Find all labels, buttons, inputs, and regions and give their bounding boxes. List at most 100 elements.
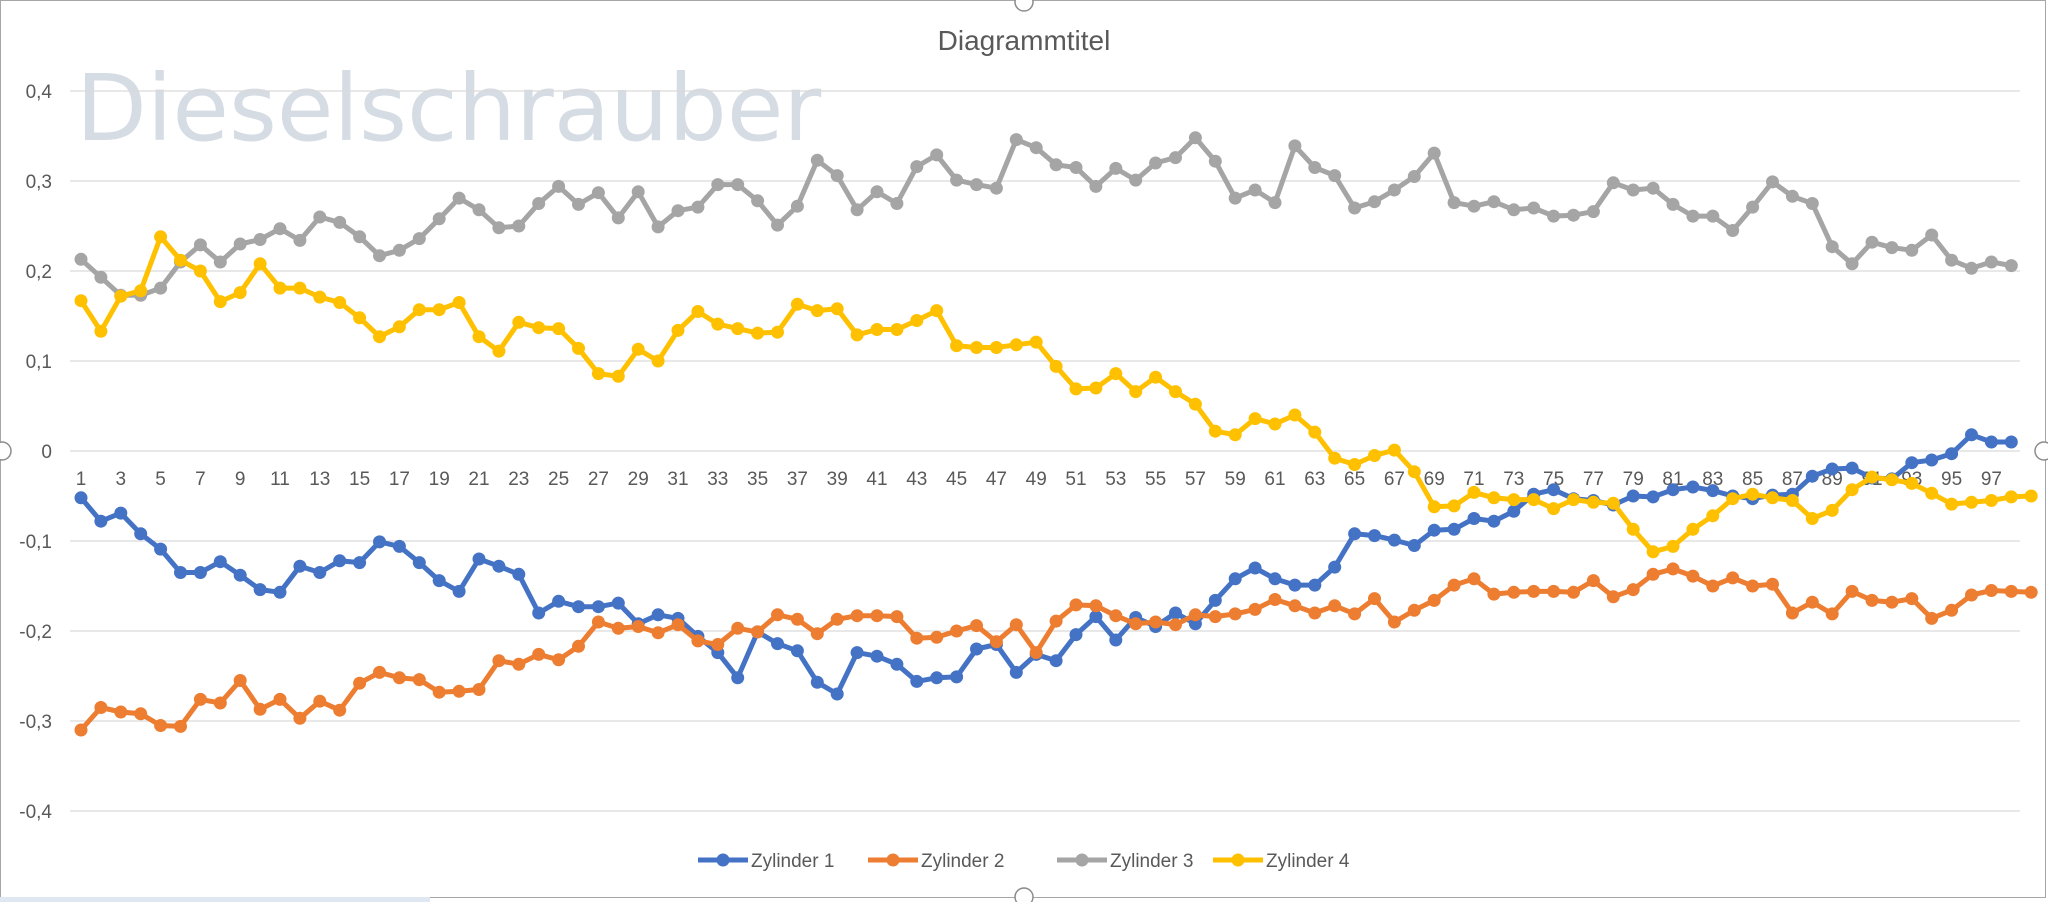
- data-point[interactable]: [114, 289, 128, 303]
- data-point[interactable]: [193, 238, 207, 252]
- data-point[interactable]: [631, 342, 645, 356]
- data-point[interactable]: [1328, 451, 1342, 465]
- data-point[interactable]: [1109, 609, 1123, 623]
- data-point[interactable]: [771, 608, 784, 622]
- data-point[interactable]: [412, 232, 426, 246]
- data-point[interactable]: [611, 621, 625, 635]
- data-point[interactable]: [870, 185, 884, 199]
- data-point[interactable]: [472, 330, 486, 344]
- data-point[interactable]: [492, 559, 506, 573]
- data-point[interactable]: [373, 535, 386, 549]
- data-point[interactable]: [1328, 169, 1342, 183]
- data-point[interactable]: [1586, 495, 1600, 509]
- data-point[interactable]: [591, 600, 605, 614]
- data-point[interactable]: [2004, 435, 2018, 449]
- data-point[interactable]: [1606, 176, 1620, 190]
- data-point[interactable]: [293, 711, 307, 725]
- data-point[interactable]: [771, 637, 784, 651]
- data-point[interactable]: [1447, 196, 1461, 210]
- data-point[interactable]: [1945, 253, 1959, 267]
- data-point[interactable]: [950, 339, 964, 353]
- data-point[interactable]: [2004, 584, 2018, 598]
- data-point[interactable]: [552, 322, 566, 336]
- data-point[interactable]: [1447, 522, 1461, 536]
- data-point[interactable]: [1726, 492, 1740, 506]
- data-point[interactable]: [1387, 615, 1401, 629]
- data-point[interactable]: [74, 294, 88, 308]
- legend-item[interactable]: Zylinder 2: [868, 851, 1004, 872]
- data-point[interactable]: [970, 642, 983, 656]
- data-point[interactable]: [850, 203, 864, 217]
- data-point[interactable]: [353, 311, 367, 325]
- data-point[interactable]: [1029, 646, 1043, 660]
- data-point[interactable]: [1049, 158, 1063, 172]
- data-point[interactable]: [691, 634, 705, 648]
- data-point[interactable]: [154, 230, 168, 244]
- data-point[interactable]: [1567, 585, 1580, 599]
- data-point[interactable]: [1009, 133, 1023, 147]
- data-point[interactable]: [492, 221, 506, 235]
- data-point[interactable]: [1905, 243, 1919, 257]
- data-point[interactable]: [1487, 587, 1501, 601]
- data-point[interactable]: [1507, 504, 1521, 518]
- data-point[interactable]: [1507, 585, 1521, 599]
- data-point[interactable]: [1905, 476, 1919, 490]
- data-point[interactable]: [631, 620, 645, 633]
- data-point[interactable]: [1746, 487, 1760, 501]
- data-point[interactable]: [74, 491, 88, 505]
- data-point[interactable]: [1009, 665, 1023, 679]
- data-point[interactable]: [1547, 483, 1561, 497]
- data-point[interactable]: [1029, 335, 1043, 349]
- data-point[interactable]: [94, 701, 108, 714]
- data-point[interactable]: [611, 596, 625, 610]
- data-point[interactable]: [591, 186, 605, 200]
- data-point[interactable]: [1825, 607, 1839, 621]
- data-point[interactable]: [94, 270, 108, 284]
- data-point[interactable]: [1905, 456, 1919, 470]
- data-point[interactable]: [1666, 197, 1680, 211]
- data-point[interactable]: [532, 321, 546, 335]
- data-point[interactable]: [1467, 485, 1481, 499]
- data-point[interactable]: [392, 671, 406, 685]
- data-point[interactable]: [1507, 203, 1521, 217]
- data-point[interactable]: [472, 683, 486, 696]
- data-point[interactable]: [1169, 618, 1182, 632]
- legend[interactable]: Zylinder 1 Zylinder 2 Zylinder 3 Zylinder 4: [698, 851, 1350, 872]
- data-point[interactable]: [651, 220, 665, 234]
- data-point[interactable]: [2024, 585, 2038, 599]
- data-point[interactable]: [1984, 435, 1998, 449]
- data-point[interactable]: [810, 627, 824, 641]
- data-point[interactable]: [512, 657, 526, 671]
- data-point[interactable]: [1805, 469, 1819, 483]
- data-point[interactable]: [1984, 255, 1998, 269]
- data-point[interactable]: [1228, 607, 1242, 621]
- resize-handle[interactable]: [1014, 887, 1034, 902]
- data-point[interactable]: [273, 222, 287, 236]
- data-point[interactable]: [1965, 588, 1978, 602]
- data-point[interactable]: [910, 674, 924, 688]
- data-point[interactable]: [1387, 533, 1401, 547]
- data-point[interactable]: [1626, 489, 1640, 503]
- data-point[interactable]: [1527, 493, 1541, 507]
- data-point[interactable]: [432, 685, 446, 699]
- data-point[interactable]: [213, 555, 227, 569]
- data-point[interactable]: [1029, 141, 1043, 155]
- data-point[interactable]: [1268, 196, 1282, 210]
- data-point[interactable]: [1945, 603, 1959, 617]
- data-point[interactable]: [910, 314, 924, 327]
- data-point[interactable]: [1706, 579, 1720, 593]
- data-point[interactable]: [910, 160, 924, 174]
- data-point[interactable]: [532, 606, 546, 620]
- data-point[interactable]: [691, 200, 705, 214]
- data-point[interactable]: [193, 264, 207, 278]
- data-point[interactable]: [333, 215, 347, 229]
- data-point[interactable]: [1885, 473, 1899, 487]
- data-point[interactable]: [532, 647, 546, 661]
- data-point[interactable]: [1646, 490, 1660, 504]
- data-point[interactable]: [771, 325, 784, 339]
- data-point[interactable]: [1965, 495, 1978, 509]
- data-point[interactable]: [591, 615, 605, 629]
- data-point[interactable]: [193, 566, 207, 579]
- data-point[interactable]: [1069, 598, 1083, 612]
- data-point[interactable]: [731, 178, 745, 192]
